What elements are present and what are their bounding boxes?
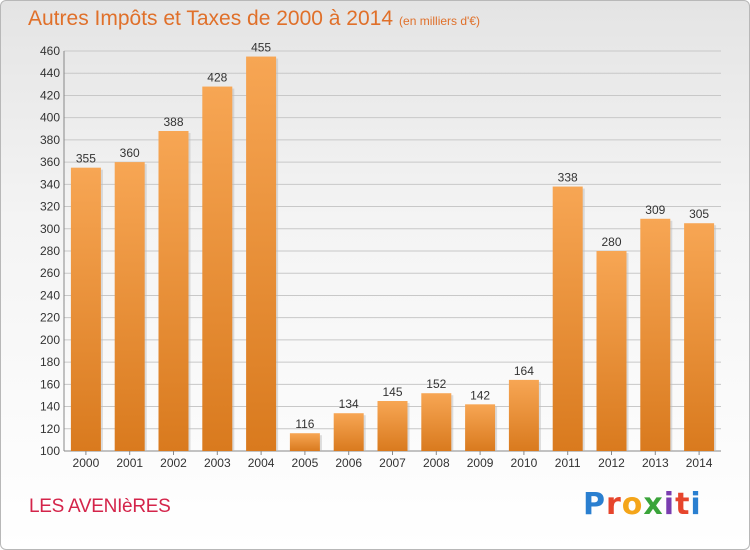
bar [640, 218, 671, 451]
data-label: 152 [426, 377, 446, 391]
data-label: 116 [295, 417, 314, 431]
y-tick-label: 220 [40, 311, 60, 325]
y-tick-label: 100 [40, 444, 60, 458]
bar [333, 413, 364, 451]
y-tick-label: 320 [40, 200, 60, 214]
y-tick-label: 340 [40, 177, 60, 191]
y-tick-label: 200 [40, 333, 60, 347]
y-tick-label: 420 [40, 88, 60, 102]
y-tick-label: 160 [40, 377, 60, 391]
data-label: 355 [76, 152, 96, 166]
y-tick-label: 300 [40, 222, 60, 236]
x-tick-label: 2010 [511, 456, 538, 470]
chart-title: Autres Impôts et Taxes de 2000 à 2014 (en… [28, 7, 480, 31]
data-label: 388 [163, 115, 183, 129]
bar [596, 251, 627, 451]
x-tick-label: 2002 [160, 456, 187, 470]
y-tick-label: 180 [40, 355, 60, 369]
y-tick-label: 240 [40, 288, 60, 302]
data-label: 338 [558, 171, 578, 185]
x-tick-label: 2001 [116, 456, 143, 470]
data-label: 280 [601, 235, 621, 249]
y-tick-label: 380 [40, 133, 60, 147]
y-tick-label: 440 [40, 66, 60, 80]
x-tick-label: 2005 [292, 456, 319, 470]
y-tick-label: 260 [40, 266, 60, 280]
y-tick-label: 460 [40, 44, 60, 58]
bar [158, 131, 189, 451]
data-label: 134 [339, 397, 359, 411]
data-label: 428 [207, 71, 227, 85]
data-label: 360 [120, 146, 140, 160]
bar [377, 401, 408, 451]
x-tick-label: 2008 [423, 456, 450, 470]
y-tick-label: 280 [40, 244, 60, 258]
bar [552, 186, 583, 452]
x-tick-label: 2011 [555, 456, 581, 470]
x-tick-label: 2013 [642, 456, 669, 470]
bar [465, 404, 496, 451]
commune-name: LES AVENIèRES [29, 496, 171, 517]
data-label: 305 [689, 207, 709, 221]
y-tick-label: 360 [40, 155, 60, 169]
bar [114, 162, 145, 451]
data-label: 309 [645, 203, 665, 217]
chart-title-text: Autres Impôts et Taxes de 2000 à 2014 [28, 7, 394, 30]
data-label: 145 [382, 385, 402, 399]
chart-unit: (en milliers d'€) [399, 14, 481, 28]
y-tick-label: 120 [40, 422, 60, 436]
x-tick-label: 2003 [204, 456, 231, 470]
y-tick-label: 400 [40, 111, 60, 125]
data-label: 164 [514, 364, 534, 378]
bar [202, 86, 233, 452]
data-label: 142 [470, 388, 490, 402]
x-tick-label: 2004 [248, 456, 275, 470]
x-tick-label: 2014 [686, 456, 713, 470]
proxiti-logo: Proxiti [583, 487, 702, 522]
bar [684, 223, 715, 451]
x-tick-label: 2000 [73, 456, 100, 470]
x-tick-label: 2006 [335, 456, 362, 470]
bar [508, 379, 539, 451]
x-tick-label: 2007 [379, 456, 406, 470]
data-label: 455 [251, 41, 271, 55]
x-tick-label: 2009 [467, 456, 494, 470]
bar [421, 393, 452, 451]
bar [70, 167, 101, 451]
x-tick-label: 2012 [598, 456, 625, 470]
y-tick-label: 140 [40, 400, 60, 414]
bar [289, 433, 320, 451]
bar [246, 56, 277, 452]
